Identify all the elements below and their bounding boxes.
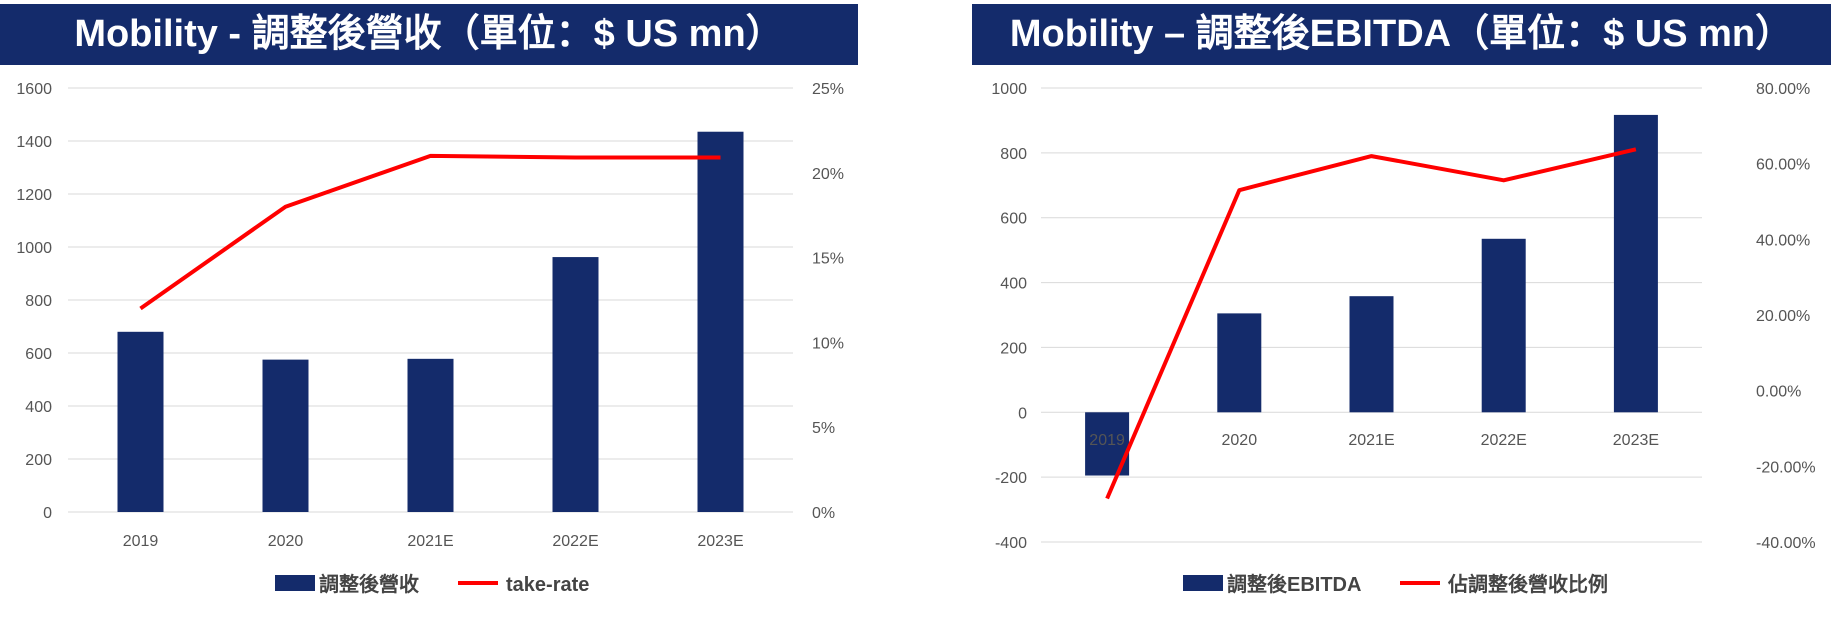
x-tick-label: 2019 (1089, 432, 1125, 449)
bar (1481, 238, 1526, 413)
chart-title: Mobility - 調整後營收（單位：$ US mn） (0, 4, 858, 65)
y2-tick-label: 60.00% (1756, 157, 1810, 174)
bar (697, 131, 744, 512)
legend-label: 調整後營收 (319, 572, 419, 596)
y-tick-label: 800 (1000, 146, 1027, 163)
bar (1613, 114, 1658, 413)
x-tick-label: 2020 (268, 533, 304, 550)
legend-label: 調整後EBITDA (1227, 572, 1361, 596)
y-tick-label: 400 (1000, 276, 1027, 293)
series-line (139, 153, 721, 311)
x-tick-label: 2019 (123, 533, 159, 550)
bar (552, 257, 599, 512)
ebitda-chart-panel: Mobility – 調整後EBITDA（單位：$ US mn） -400 -20… (972, 0, 1831, 617)
x-tick-label: 2022E (552, 533, 598, 550)
y-tick-label: 1200 (16, 187, 52, 204)
y-tick-label: -400 (995, 535, 1027, 552)
y2-tick-label: 0.00% (1756, 384, 1801, 401)
series-line (1105, 147, 1637, 500)
y-tick-label: 400 (25, 399, 52, 416)
revenue-chart-panel: Mobility - 調整後營收（單位：$ US mn） 0 200 400 600 8… (0, 0, 870, 617)
y-tick-label: 800 (25, 293, 52, 310)
legend-swatch-bar (275, 575, 315, 591)
y-tick-label: 600 (25, 346, 52, 363)
y-tick-label: 1400 (16, 134, 52, 151)
legend-swatch-bar (1183, 575, 1223, 591)
x-tick-label: 2021E (1348, 432, 1394, 449)
x-tick-label: 2022E (1481, 432, 1527, 449)
y-tick-label: 1000 (16, 240, 52, 257)
x-tick-label: 2023E (1613, 432, 1659, 449)
x-tick-label: 2020 (1222, 432, 1258, 449)
y2-tick-label: 20% (812, 166, 844, 183)
bar (1349, 296, 1394, 413)
bar (117, 331, 164, 512)
y2-tick-label: 20.00% (1756, 308, 1810, 325)
y-tick-label: 0 (1018, 405, 1027, 422)
y2-tick-label: 80.00% (1756, 81, 1810, 98)
legend-label: 佔調整後營收比例 (1447, 572, 1608, 596)
y2-tick-label: 25% (812, 81, 844, 98)
y-tick-label: 200 (1000, 340, 1027, 357)
bar (262, 359, 309, 512)
y-tick-label: 600 (1000, 211, 1027, 228)
bar (1217, 313, 1262, 413)
y-tick-label: 1000 (991, 81, 1027, 98)
y2-tick-label: 0% (812, 505, 835, 522)
y2-tick-label: 40.00% (1756, 232, 1810, 249)
y-tick-label: -200 (995, 470, 1027, 487)
revenue-chart: 0 200 400 600 800 1000 1200 1400 1600 0% 5% 10% 15% 2… (16, 81, 844, 596)
bar (407, 358, 454, 512)
y2-tick-label: -20.00% (1756, 459, 1816, 476)
ebitda-chart: -400 -200 0 200 400 600 800 1000 -40.00% -20.00% 0… (991, 81, 1816, 596)
y2-tick-label: 10% (812, 335, 844, 352)
x-tick-label: 2021E (407, 533, 453, 550)
y2-tick-label: 5% (812, 420, 835, 437)
y2-tick-label: -40.00% (1756, 535, 1816, 552)
y-tick-label: 1600 (16, 81, 52, 98)
y-tick-label: 200 (25, 452, 52, 469)
chart-title: Mobility – 調整後EBITDA（單位：$ US mn） (972, 4, 1831, 65)
y-tick-label: 0 (43, 505, 52, 522)
y2-tick-label: 15% (812, 251, 844, 268)
x-tick-label: 2023E (697, 533, 743, 550)
legend-label: take-rate (506, 574, 589, 596)
